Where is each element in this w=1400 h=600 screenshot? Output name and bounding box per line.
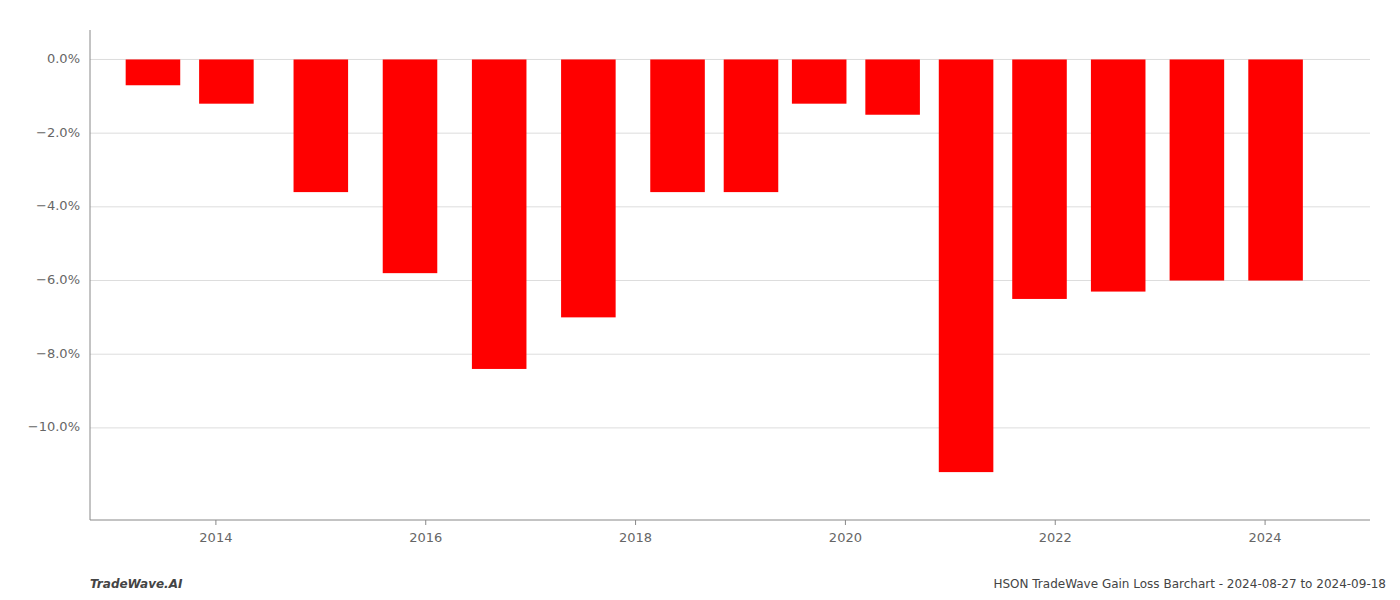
- y-axis-line: [90, 30, 91, 520]
- footer-right: HSON TradeWave Gain Loss Barchart - 2024…: [993, 577, 1386, 591]
- bar: [126, 59, 181, 85]
- bar: [472, 59, 527, 368]
- y-tick-label: −6.0%: [36, 272, 80, 287]
- x-tick-label: 2016: [409, 530, 442, 545]
- x-tick: [1055, 520, 1056, 525]
- y-tick-label: −8.0%: [36, 346, 80, 361]
- bars: [126, 59, 1303, 472]
- y-tick-label: −4.0%: [36, 198, 80, 213]
- bar: [294, 59, 349, 192]
- y-tick-label: −10.0%: [28, 419, 80, 434]
- chart: 0.0% −2.0% −4.0% −6.0% −8.0% −10.0% 2014 2016 20…: [0, 0, 1400, 600]
- bar: [1248, 59, 1303, 280]
- bar: [650, 59, 705, 192]
- grid-line: [90, 354, 1370, 355]
- x-tick: [635, 520, 636, 525]
- y-tick-label: 0.0%: [47, 51, 80, 66]
- y-tick-label: −2.0%: [36, 125, 80, 140]
- bar: [1012, 59, 1067, 298]
- x-tick: [845, 520, 846, 525]
- bar: [792, 59, 847, 103]
- x-tick-label: 2020: [829, 530, 862, 545]
- x-tick: [215, 520, 216, 525]
- grid-line: [90, 427, 1370, 428]
- x-axis-line: [90, 520, 1370, 521]
- bar: [1091, 59, 1146, 291]
- bar: [561, 59, 616, 317]
- bar: [1170, 59, 1225, 280]
- bar: [724, 59, 779, 192]
- x-tick-label: 2022: [1039, 530, 1072, 545]
- x-tick: [1265, 520, 1266, 525]
- x-tick-label: 2014: [199, 530, 232, 545]
- bar: [939, 59, 994, 472]
- footer-left: TradeWave.AI: [90, 577, 183, 591]
- bar: [865, 59, 920, 114]
- x-tick-label: 2018: [619, 530, 652, 545]
- bar: [383, 59, 438, 273]
- x-tick: [425, 520, 426, 525]
- x-tick-label: 2024: [1249, 530, 1282, 545]
- bar: [199, 59, 254, 103]
- grid: [90, 59, 1370, 427]
